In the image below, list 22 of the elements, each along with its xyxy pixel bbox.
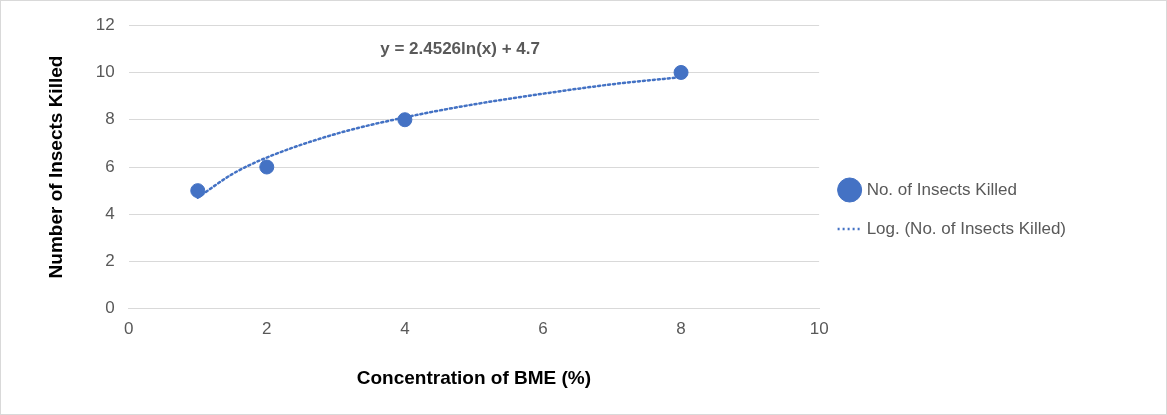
point bbox=[397, 112, 413, 128]
y-tick-label: 8 bbox=[105, 109, 115, 129]
y-axis-title: Number of Insects Killed bbox=[44, 55, 66, 279]
legend-label: No. of Insects Killed bbox=[866, 179, 1017, 199]
annotation: y = 2.4526ln(x) + 4.7 bbox=[380, 38, 540, 58]
legend-label: Log. (No. of Insects Killed) bbox=[866, 218, 1067, 238]
point bbox=[673, 64, 689, 80]
y-tick-label: 4 bbox=[105, 203, 115, 223]
x-tick-label: 0 bbox=[123, 318, 134, 338]
y-tick-label: 10 bbox=[95, 62, 115, 82]
x-axis-title: Concentration of BME (%) bbox=[356, 366, 592, 388]
x-tick-label: 2 bbox=[262, 318, 272, 338]
x-tick-label: 8 bbox=[676, 318, 686, 338]
y-tick-label: 2 bbox=[105, 251, 115, 271]
point bbox=[259, 159, 275, 175]
point bbox=[190, 183, 206, 199]
x-tick-label: 10 bbox=[809, 318, 829, 338]
y-tick-label: 6 bbox=[105, 156, 115, 176]
x-tick-label: 4 bbox=[400, 318, 410, 338]
y-tick-label: 0 bbox=[105, 298, 115, 318]
y-tick-label: 12 bbox=[95, 14, 115, 34]
x-tick-label: 6 bbox=[538, 318, 548, 338]
